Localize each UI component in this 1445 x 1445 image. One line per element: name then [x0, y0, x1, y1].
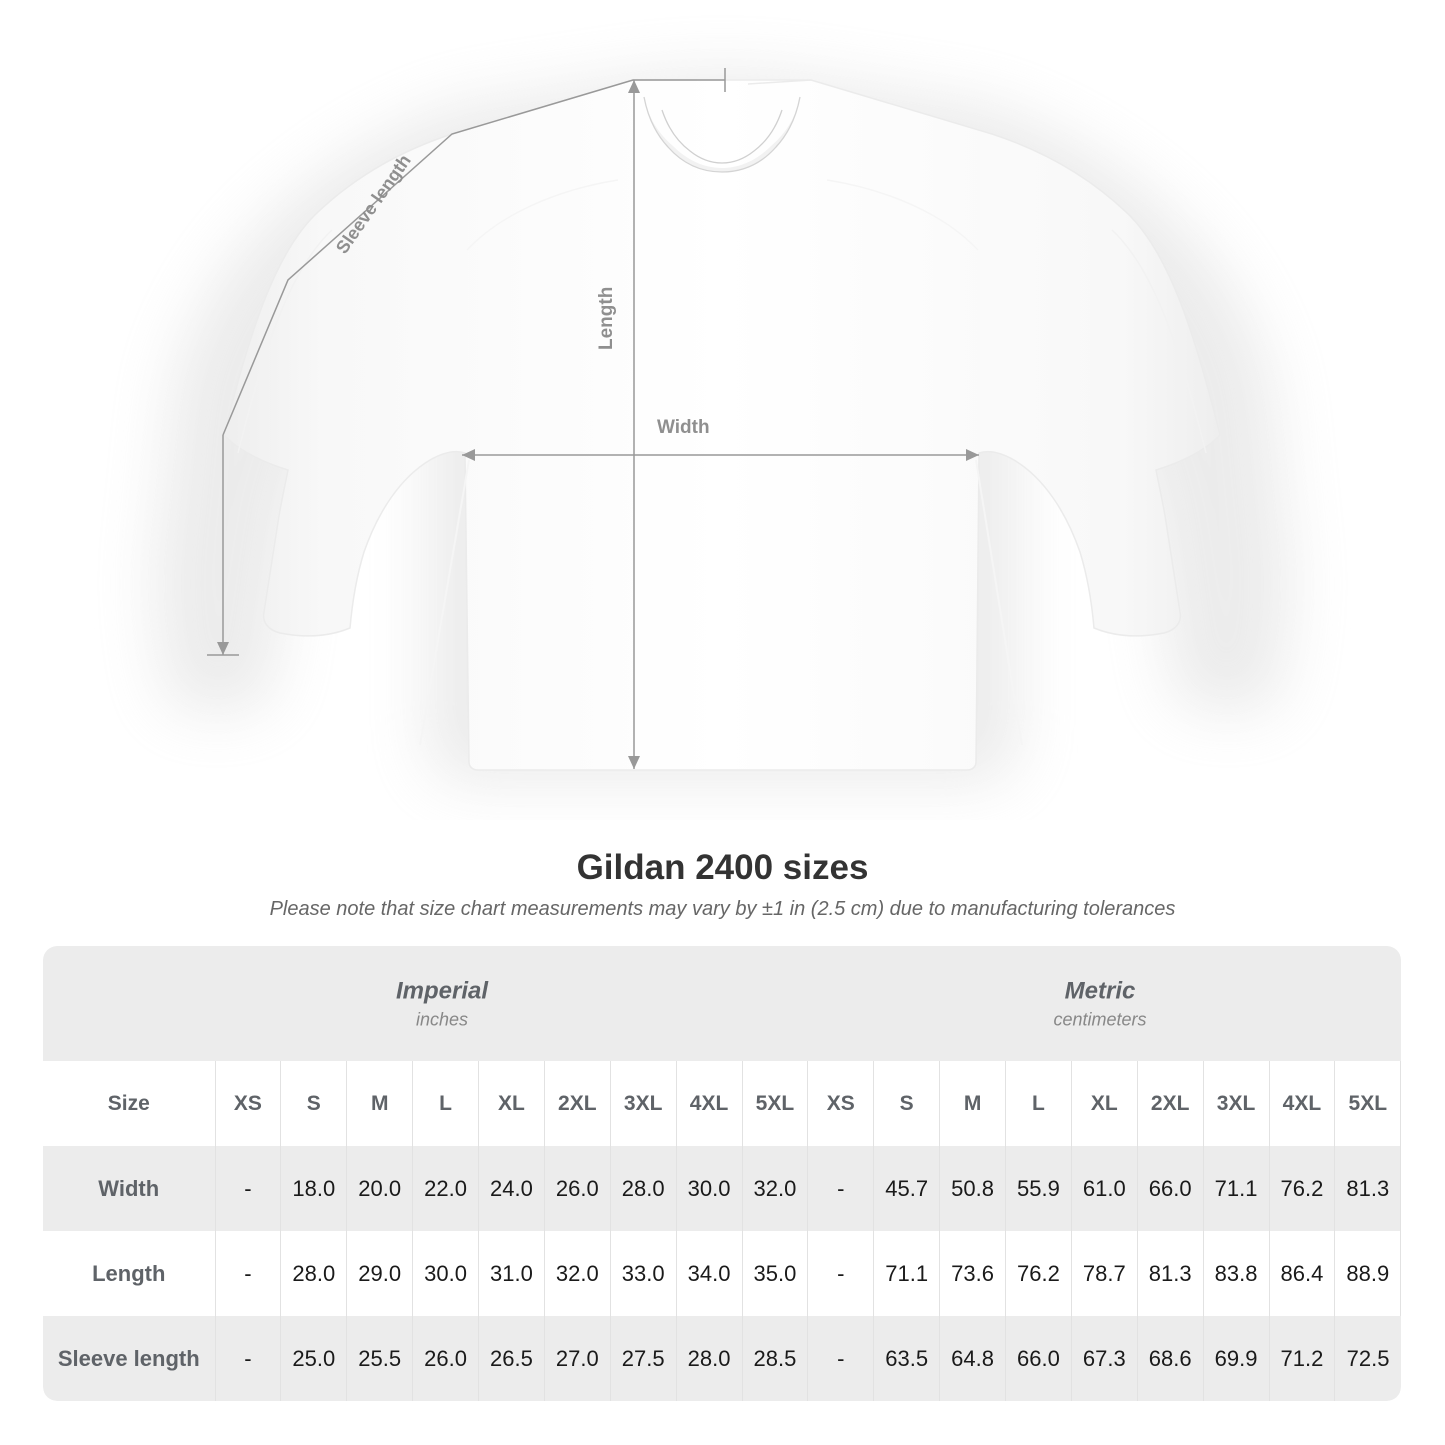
svg-text:Length: Length [596, 287, 617, 350]
svg-text:Width: Width [657, 417, 710, 438]
svg-text:Sleeve length: Sleeve length [332, 151, 415, 258]
